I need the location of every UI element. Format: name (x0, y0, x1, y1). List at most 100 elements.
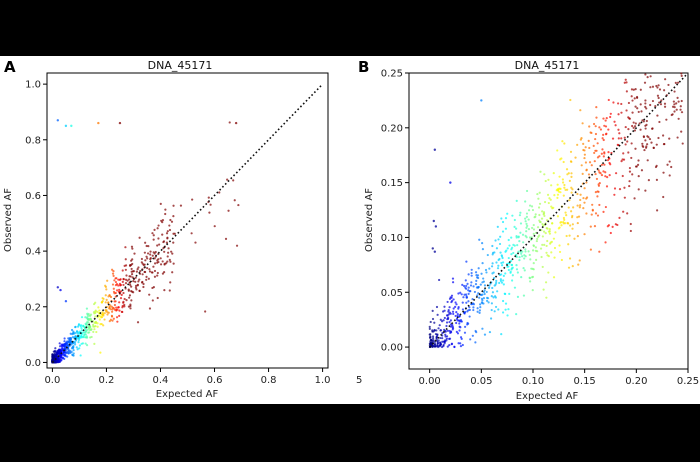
data-point (73, 343, 77, 346)
data-point (163, 271, 166, 274)
data-point (168, 224, 171, 227)
data-point (146, 257, 149, 260)
data-point (590, 164, 593, 167)
data-point (680, 130, 683, 133)
data-point (58, 345, 62, 348)
data-point (564, 211, 567, 214)
data-point (491, 262, 494, 265)
data-point (469, 284, 473, 287)
data-point (191, 198, 194, 201)
data-point (63, 337, 66, 340)
data-point (433, 328, 436, 332)
outlier-point (433, 148, 437, 151)
data-point (428, 333, 431, 336)
data-point (98, 318, 101, 321)
data-point (224, 237, 228, 240)
data-point (543, 243, 546, 246)
data-point (598, 181, 601, 185)
data-point (609, 112, 612, 115)
outlier-point (449, 181, 452, 184)
data-point (565, 168, 569, 171)
data-point (499, 235, 502, 238)
data-point (488, 267, 491, 270)
data-point (560, 224, 563, 227)
data-point (448, 344, 451, 347)
data-point (233, 199, 236, 202)
data-point (675, 108, 678, 111)
data-point (527, 218, 530, 221)
data-point (96, 310, 99, 313)
data-point (482, 297, 486, 300)
data-point (151, 232, 154, 235)
outlier-point (432, 219, 435, 223)
data-point (571, 265, 574, 268)
data-point (207, 196, 210, 199)
data-point (621, 158, 624, 161)
data-point (518, 214, 522, 217)
data-point (450, 331, 453, 334)
data-point (591, 203, 594, 206)
data-point (538, 202, 542, 205)
data-point (156, 296, 159, 300)
data-point (130, 263, 133, 267)
data-point (135, 270, 138, 273)
data-point (612, 101, 615, 104)
data-point (52, 350, 55, 353)
outlier-point (64, 124, 68, 128)
data-point (525, 230, 528, 233)
data-point (90, 328, 93, 331)
data-point (79, 325, 82, 328)
data-point (655, 143, 658, 146)
data-point (540, 255, 543, 259)
data-point (137, 266, 140, 269)
data-point (108, 320, 111, 323)
data-point (105, 298, 108, 301)
data-point (571, 223, 574, 226)
data-point (115, 282, 119, 286)
data-point (631, 173, 634, 176)
data-point (442, 340, 445, 343)
data-point (468, 308, 471, 312)
data-point (567, 243, 570, 246)
data-point (118, 314, 121, 317)
data-point (172, 262, 175, 265)
data-point (556, 196, 559, 199)
data-point (637, 110, 640, 114)
data-point (52, 354, 56, 358)
data-point (162, 240, 166, 243)
data-point (479, 305, 482, 309)
data-point (116, 308, 119, 311)
data-point (536, 226, 540, 229)
panel-a-y-tick-label: 0.2 (25, 302, 41, 313)
data-point (631, 99, 634, 102)
data-point (159, 202, 162, 205)
data-point (465, 301, 468, 304)
data-point (448, 337, 451, 340)
data-point (80, 334, 83, 337)
data-point (136, 267, 139, 271)
data-point (443, 328, 446, 331)
data-point (431, 337, 435, 340)
data-point (645, 107, 648, 110)
data-point (642, 120, 645, 123)
data-point (651, 85, 655, 88)
data-point (59, 350, 62, 353)
data-point (663, 102, 667, 105)
data-point (142, 263, 145, 267)
data-point (518, 259, 521, 262)
data-point (118, 301, 121, 304)
data-point (507, 268, 510, 272)
data-point (167, 251, 170, 254)
data-point (495, 261, 498, 264)
data-point (85, 316, 88, 320)
data-point (604, 205, 607, 209)
data-point (131, 276, 134, 279)
data-point (130, 259, 133, 262)
data-point (124, 258, 127, 261)
data-point (113, 308, 116, 311)
data-point (455, 311, 458, 314)
data-point (439, 318, 442, 321)
panel-a-title: DNA_45171 (148, 59, 213, 72)
data-point (609, 231, 612, 235)
data-point (585, 168, 588, 171)
